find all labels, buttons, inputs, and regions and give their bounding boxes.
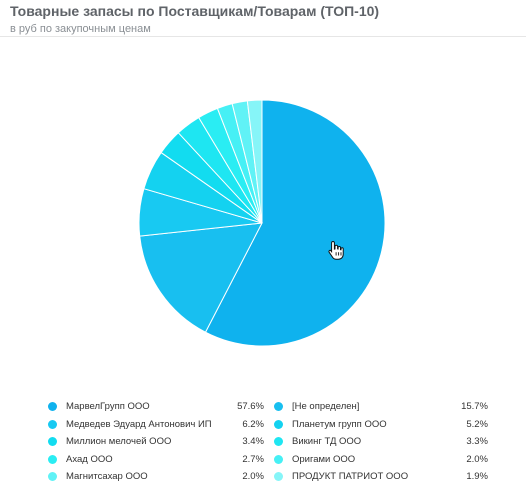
legend-item-1[interactable]: МарвелГрупп ООО 57.6% xyxy=(48,398,264,415)
legend-label: Планетум групп ООО xyxy=(292,418,387,430)
legend-swatch xyxy=(274,472,283,481)
pie-slice-2[interactable] xyxy=(139,222,263,333)
legend-label: [Не определен] xyxy=(292,401,360,412)
legend-item-9[interactable]: Магнитсахар ООО 2.0% xyxy=(48,468,264,485)
chart-subtitle: в руб по закупочным ценам xyxy=(10,23,151,35)
legend-swatch xyxy=(48,402,57,411)
header-divider xyxy=(0,36,526,37)
legend-swatch xyxy=(48,454,57,464)
legend-value: 15.7% xyxy=(461,401,488,412)
legend-item-2[interactable]: [Не определен] 15.7% xyxy=(274,398,488,415)
legend-row: Магнитсахар ООО 2.0% ПРОДУКТ ПАТРИОТ ООО 1.… xyxy=(48,468,488,486)
legend-item-4[interactable]: Планетум групп ООО 5.2% xyxy=(274,416,488,433)
legend-swatch xyxy=(274,419,283,429)
legend-item-10[interactable]: ПРОДУКТ ПАТРИОТ ООО 1.9% xyxy=(274,468,488,485)
legend-value: 3.4% xyxy=(242,436,264,447)
legend-swatch xyxy=(48,419,57,429)
legend-label: Миллион мелочей ООО xyxy=(66,436,172,447)
legend-label: ПРОДУКТ ПАТРИОТ ООО xyxy=(292,471,409,482)
pie-slice-1[interactable] xyxy=(204,99,386,347)
pie-slice-10[interactable] xyxy=(246,99,263,224)
legend-item-5[interactable]: Миллион мелочей ООО 3.4% xyxy=(48,433,264,450)
legend-swatch xyxy=(274,402,283,411)
legend-swatch xyxy=(48,472,57,481)
legend-swatch xyxy=(274,437,283,446)
legend-item-8[interactable]: Оригами ООО 2.0% xyxy=(274,451,488,468)
chart-legend: МарвелГрупп ООО 57.6% [Не определен] 15.7% М… xyxy=(48,398,488,486)
legend-label: Оригами ООО xyxy=(292,453,356,465)
legend-row: Медведев Эдуард Антонович ИП 6.2% Планетум… xyxy=(48,416,488,434)
legend-value: 2.7% xyxy=(242,453,264,465)
legend-label: Медведев Эдуард Антонович ИП xyxy=(66,418,212,430)
legend-item-7[interactable]: Ахад ООО 2.7% xyxy=(48,451,264,468)
legend-item-6[interactable]: Викинг ТД ООО 3.3% xyxy=(274,433,488,450)
legend-value: 2.0% xyxy=(466,453,488,465)
chart-header: Товарные запасы по Поставщикам/Товарам (… xyxy=(10,2,516,37)
legend-item-3[interactable]: Медведев Эдуард Антонович ИП 6.2% xyxy=(48,416,264,433)
chart-title: Товарные запасы по Поставщикам/Товарам (… xyxy=(10,3,380,19)
legend-label: Ахад ООО xyxy=(66,453,113,465)
pie-chart[interactable] xyxy=(0,38,526,398)
legend-label: Магнитсахар ООО xyxy=(66,471,148,482)
legend-value: 57.6% xyxy=(237,401,264,412)
legend-row: МарвелГрупп ООО 57.6% [Не определен] 15.7% xyxy=(48,398,488,416)
legend-value: 2.0% xyxy=(242,471,264,482)
legend-row: Ахад ООО 2.7% Оригами ООО 2.0% xyxy=(48,451,488,469)
legend-swatch xyxy=(48,437,57,446)
hand-pointer-cursor-icon xyxy=(328,240,344,260)
legend-row: Миллион мелочей ООО 3.4% Викинг ТД ООО 3.3% xyxy=(48,433,488,451)
legend-label: МарвелГрупп ООО xyxy=(66,401,150,412)
legend-value: 3.3% xyxy=(466,436,488,447)
pie-chart-area xyxy=(0,38,526,398)
legend-label: Викинг ТД ООО xyxy=(292,436,362,447)
legend-value: 5.2% xyxy=(466,418,488,430)
legend-swatch xyxy=(274,454,283,464)
legend-value: 1.9% xyxy=(466,471,488,482)
legend-value: 6.2% xyxy=(242,418,264,430)
